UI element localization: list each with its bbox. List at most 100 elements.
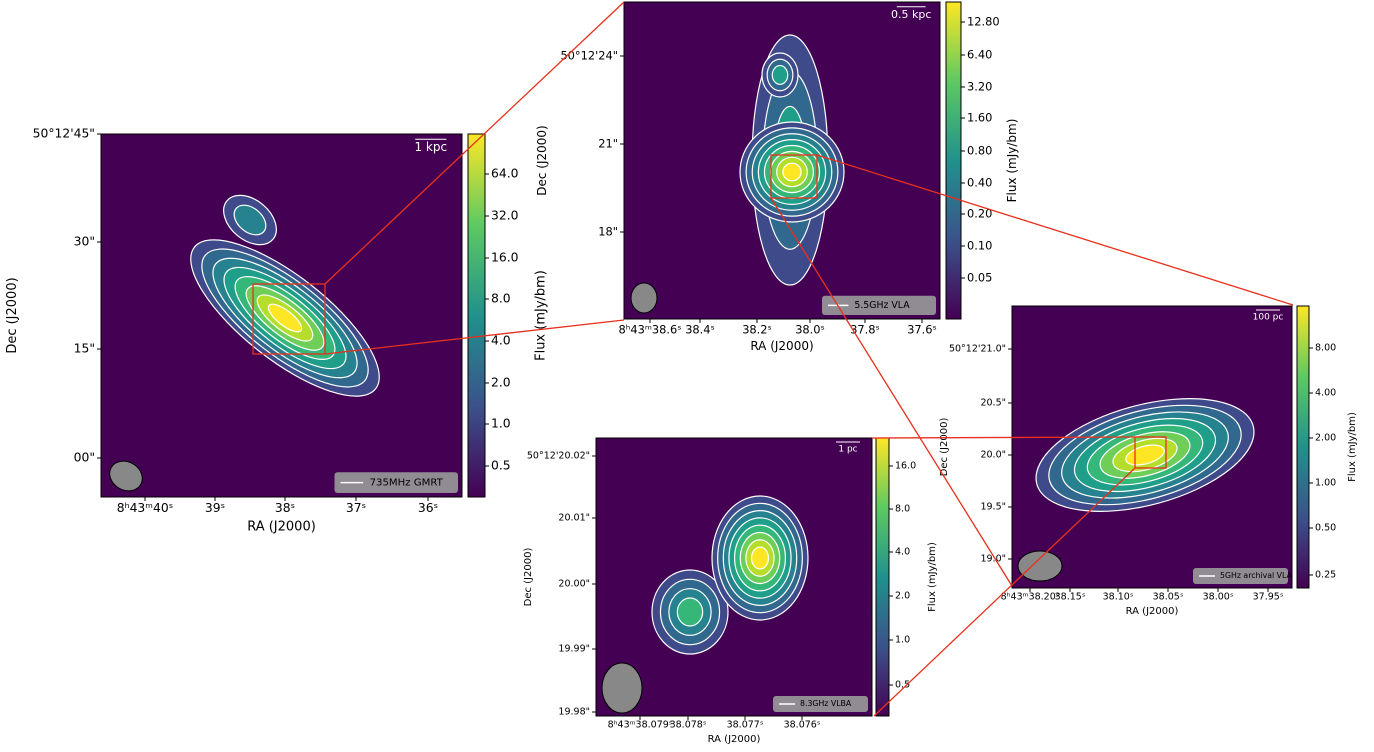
- colorbar-tick-label: 2.00: [1315, 433, 1336, 444]
- y-axis-label: Dec (J2000): [523, 548, 534, 607]
- x-tick-label: 38ˢ: [275, 501, 295, 515]
- legend-label: 735MHz GMRT: [370, 478, 444, 489]
- colorbar-tick-label: 0.20: [967, 207, 992, 221]
- y-tick-label: 19.99": [558, 644, 590, 655]
- x-tick-label: 38.10ˢ: [1103, 592, 1134, 603]
- x-tick-label: 37.6ˢ: [907, 322, 937, 336]
- x-tick-label: 37.95ˢ: [1253, 592, 1284, 603]
- y-axis-label: Dec (J2000): [535, 125, 549, 195]
- x-axis-label: RA (J2000): [1126, 606, 1179, 617]
- y-tick-label: 50°12'21.0": [949, 344, 1006, 355]
- legend-label: 5.5GHz VLA: [854, 300, 910, 311]
- colorbar-tick-label: 4.00: [1315, 388, 1336, 399]
- image: [1035, 398, 1255, 512]
- colorbar-tick-label: 0.05: [967, 271, 992, 285]
- beam: [109, 460, 143, 492]
- image: [651, 495, 809, 655]
- colorbar-tick-label: 8.0: [895, 504, 910, 515]
- emission: [267, 303, 303, 333]
- y-axis-label: Dec (J2000): [939, 418, 950, 477]
- panel: 1 kpc 735MHz GMRT 50°12'45" 30" 15" 00" 8ʰ43ᵐ4…: [5, 127, 548, 535]
- colorbar-tick-label: 32.0: [491, 209, 519, 223]
- y-tick-label: 20.5": [980, 398, 1006, 409]
- colorbar-tick-label: 0.40: [967, 176, 992, 190]
- zoom-line: [873, 467, 1136, 717]
- colorbar-tick-label: 8.0: [491, 292, 511, 306]
- emission: [782, 162, 802, 182]
- zoom-line: [871, 436, 1136, 439]
- colorbar-tick-label: 1.60: [967, 111, 992, 125]
- legend-box: [334, 472, 458, 493]
- colorbar: [467, 133, 486, 498]
- y-tick-label: 19.5": [980, 502, 1006, 513]
- legend-box: [822, 295, 936, 315]
- colorbar-tick-label: 1.0: [895, 635, 910, 646]
- x-axis-label: RA (J2000): [247, 519, 316, 534]
- image: [190, 194, 380, 397]
- zoom-box: [770, 154, 818, 199]
- x-tick-label: 39ˢ: [205, 501, 225, 515]
- colorbar: [945, 1, 962, 320]
- x-axis-label: RA (J2000): [708, 734, 761, 745]
- scale-bar-label: 0.5 kpc: [891, 8, 931, 21]
- zoom-line: [324, 1, 625, 285]
- x-tick-label: 8ʰ43ᵐ40ˢ: [117, 501, 174, 515]
- colorbar-tick-label: 2.0: [895, 591, 910, 602]
- colorbar: [1296, 305, 1310, 589]
- zoom-line: [770, 197, 1013, 587]
- y-tick-label: 19.98": [558, 707, 590, 718]
- scale-bar-label: 100 pc: [1253, 313, 1284, 323]
- x-tick-label: 38.076ˢ: [784, 720, 821, 731]
- colorbar-tick-label: 2.0: [491, 376, 511, 390]
- x-tick-label: 38.077ˢ: [727, 720, 764, 731]
- emission: [233, 204, 267, 236]
- scale-bar-label: 1 kpc: [414, 140, 447, 154]
- colorbar-label: Flux (mJy/bm): [533, 270, 548, 361]
- y-tick-label: 20.0": [980, 450, 1006, 461]
- emission: [750, 546, 770, 570]
- x-tick-label: 38.00ˢ: [1203, 592, 1234, 603]
- y-axis-label: Dec (J2000): [5, 277, 20, 353]
- legend-box: [1193, 568, 1288, 584]
- x-tick-label: 38.0ˢ: [795, 322, 825, 336]
- frame: [623, 1, 941, 320]
- colorbar-tick-label: 3.20: [967, 80, 992, 94]
- y-tick-label: 15": [74, 342, 95, 356]
- colorbar-label: Flux (mJy/bm): [1005, 119, 1019, 203]
- frame: [595, 437, 873, 717]
- y-tick-label: 20.01": [558, 513, 590, 524]
- x-tick-label: 38.05ˢ: [1153, 592, 1184, 603]
- colorbar-label: Flux (mJy/bm): [1347, 412, 1358, 482]
- x-tick-label: 37.8ˢ: [850, 322, 880, 336]
- y-tick-label: 50°12'24": [560, 49, 618, 63]
- zoom-line: [816, 154, 1294, 306]
- colorbar-tick-label: 16.0: [491, 251, 519, 265]
- scale-bar-label: 1 pc: [838, 445, 857, 455]
- colorbar-tick-label: 1.00: [1315, 478, 1336, 489]
- colorbar-tick-label: 0.5: [491, 459, 511, 473]
- x-tick-label: 8ʰ43ᵐ38.079ˢ: [608, 720, 673, 731]
- colorbar: [875, 437, 890, 717]
- y-tick-label: 00": [74, 451, 95, 465]
- x-tick-label: 38.15ˢ: [1055, 592, 1086, 603]
- zoom-box: [252, 283, 326, 355]
- x-tick-label: 38.078ˢ: [670, 720, 707, 731]
- emission: [676, 597, 704, 627]
- colorbar-tick-label: 8.00: [1315, 343, 1336, 354]
- legend-box: [773, 696, 868, 712]
- x-tick-label: 38.4ˢ: [685, 322, 715, 336]
- panel: 0.5 kpc 5.5GHz VLA 50°12'24" 21" 18" 8ʰ43ᵐ38.…: [535, 1, 1019, 353]
- emission: [771, 64, 789, 86]
- x-tick-label: 8ʰ43ᵐ38.6ˢ: [618, 322, 681, 336]
- legend-label: 5GHz archival VLA: [1220, 571, 1293, 580]
- zoom-lines: [252, 1, 1294, 717]
- y-tick-label: 21": [598, 137, 618, 151]
- zoom-box: [1134, 436, 1167, 469]
- panels: 1 kpc 735MHz GMRT 50°12'45" 30" 15" 00" 8ʰ43ᵐ4…: [5, 1, 1358, 745]
- x-tick-label: 36ˢ: [418, 501, 438, 515]
- x-tick-label: 37ˢ: [346, 501, 366, 515]
- y-tick-label: 50°12'45": [33, 127, 95, 141]
- colorbar-tick-label: 0.50: [1315, 523, 1336, 534]
